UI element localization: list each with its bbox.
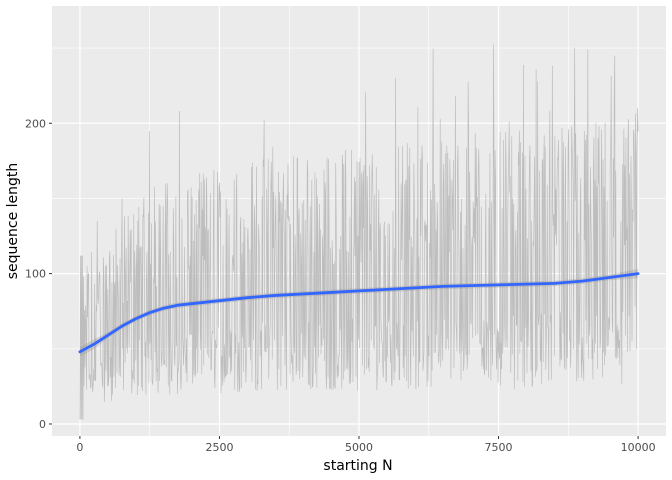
smooth-series-line xyxy=(78,272,640,354)
x-tick-label: 2500 xyxy=(205,441,233,454)
smooth-trend xyxy=(78,268,640,357)
x-tick-label: 5000 xyxy=(345,441,373,454)
y-tick-label: 200 xyxy=(25,117,46,130)
y-axis-title: sequence length xyxy=(5,163,21,280)
x-tick-label: 0 xyxy=(76,441,83,454)
x-tick-label: 10000 xyxy=(621,441,656,454)
y-tick-label: 100 xyxy=(25,268,46,281)
y-axis-ticks: 0 100 200 xyxy=(25,117,52,431)
y-tick-label: 0 xyxy=(39,418,46,431)
x-axis-title: starting N xyxy=(323,458,392,474)
x-tick-label: 7500 xyxy=(485,441,513,454)
x-axis-ticks: 0 2500 5000 7500 10000 xyxy=(76,436,656,454)
raw-series-line xyxy=(79,44,639,420)
raw-data-lines xyxy=(79,44,639,420)
